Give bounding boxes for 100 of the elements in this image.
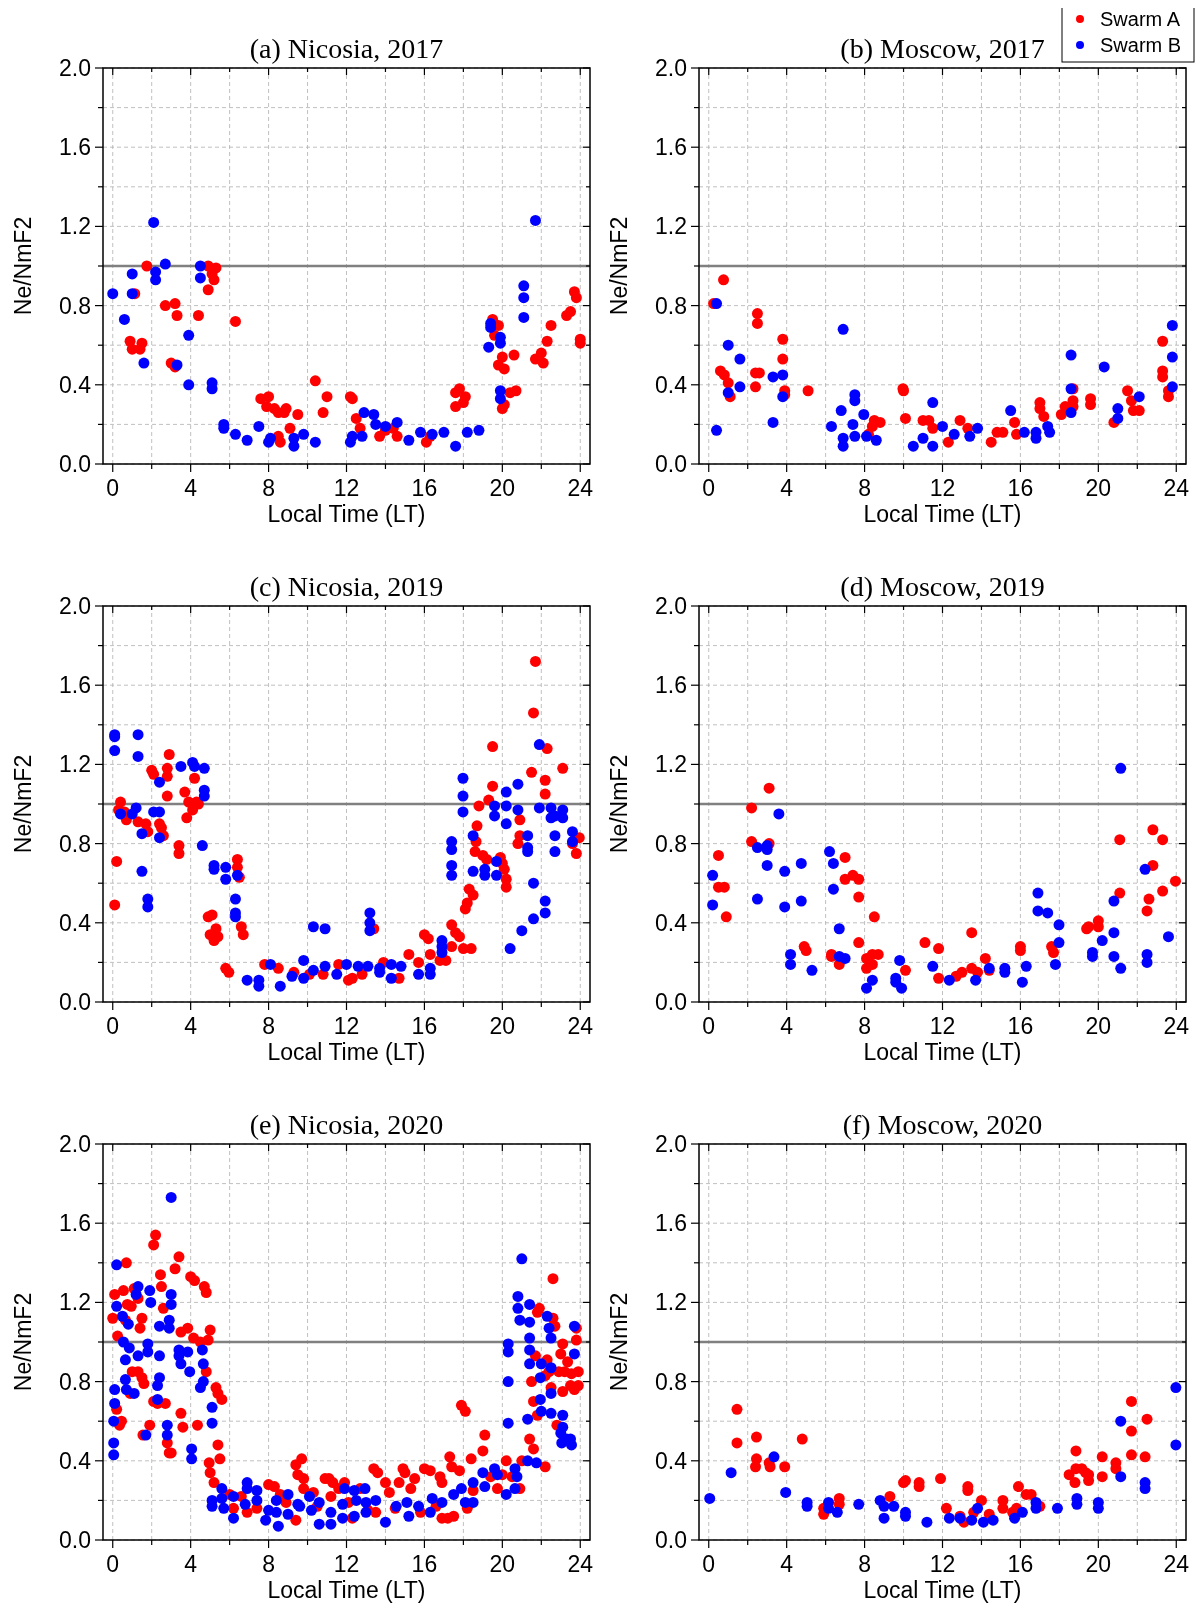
point xyxy=(473,424,485,436)
x-tick-label: 20 xyxy=(1085,1551,1112,1577)
point xyxy=(722,387,734,399)
chart-title: (b) Moscow, 2017 xyxy=(840,33,1045,64)
point xyxy=(298,428,310,440)
point xyxy=(438,426,450,438)
point xyxy=(253,420,265,432)
point xyxy=(940,1502,952,1514)
point xyxy=(1048,947,1060,958)
point xyxy=(780,1486,792,1498)
point xyxy=(370,418,382,430)
point xyxy=(1114,887,1126,899)
y-tick-label: 0.8 xyxy=(59,830,91,857)
point xyxy=(751,317,763,329)
chart-title: (c) Nicosia, 2019 xyxy=(249,571,444,602)
point xyxy=(1112,403,1124,415)
point xyxy=(1053,919,1065,931)
x-tick-label: 16 xyxy=(1007,1551,1034,1577)
y-tick-label: 2.0 xyxy=(655,1131,687,1158)
point xyxy=(937,420,948,432)
point xyxy=(795,857,807,869)
point xyxy=(1018,426,1030,438)
y-tick-label: 1.2 xyxy=(655,751,687,778)
x-tick-label: 24 xyxy=(1163,475,1190,501)
point xyxy=(763,782,775,794)
y-tick-label: 0.8 xyxy=(655,292,687,319)
point xyxy=(1032,905,1044,917)
point xyxy=(746,802,758,814)
point xyxy=(824,846,836,858)
point xyxy=(907,440,919,452)
point xyxy=(767,416,779,428)
x-tick-label: 0 xyxy=(702,1013,716,1039)
point xyxy=(518,280,530,292)
y-tick-label: 0.4 xyxy=(59,1447,92,1474)
x-tick-label: 12 xyxy=(333,1013,360,1039)
point xyxy=(1139,863,1151,875)
x-tick-label: 20 xyxy=(1085,475,1112,501)
point xyxy=(853,937,865,949)
point xyxy=(779,1461,791,1473)
point xyxy=(138,357,150,369)
point xyxy=(751,842,763,854)
x-tick-label: 24 xyxy=(567,1551,594,1577)
y-tick-label: 0.0 xyxy=(59,989,91,1016)
chart-title: (d) Moscow, 2019 xyxy=(840,571,1045,602)
point xyxy=(866,974,878,986)
point xyxy=(935,1473,947,1485)
point xyxy=(749,381,761,393)
point xyxy=(1122,385,1134,397)
point xyxy=(919,937,931,949)
point xyxy=(1170,1382,1182,1394)
point xyxy=(954,414,966,426)
x-tick-label: 8 xyxy=(262,475,275,501)
point xyxy=(751,308,763,320)
point xyxy=(1133,391,1145,403)
point xyxy=(1143,893,1155,905)
point xyxy=(707,899,719,911)
x-tick-label: 16 xyxy=(1007,475,1034,501)
y-axis-title: Ne/NmF2 xyxy=(10,1292,36,1392)
point xyxy=(785,958,797,970)
point xyxy=(1139,1451,1151,1463)
x-axis-title: Local Time (LT) xyxy=(863,1039,1022,1065)
point xyxy=(450,440,462,452)
point xyxy=(1096,1471,1108,1483)
point xyxy=(1125,1425,1137,1437)
point xyxy=(288,432,300,444)
point xyxy=(1141,1413,1153,1425)
point xyxy=(1166,351,1178,363)
point xyxy=(722,339,734,351)
point xyxy=(711,424,723,436)
y-tick-label: 1.2 xyxy=(655,213,687,240)
point xyxy=(1005,405,1017,417)
x-tick-label: 4 xyxy=(780,1013,794,1039)
point xyxy=(853,873,865,885)
x-tick-label: 16 xyxy=(411,1551,438,1577)
point xyxy=(927,422,939,434)
point xyxy=(777,369,789,381)
x-axis-title: Local Time (LT) xyxy=(863,1577,1022,1603)
point xyxy=(943,1512,955,1524)
point xyxy=(956,966,968,978)
point xyxy=(773,808,785,820)
point xyxy=(1125,1449,1137,1461)
x-axis-title: Local Time (LT) xyxy=(267,1039,426,1065)
point xyxy=(718,274,730,286)
point xyxy=(415,426,427,438)
point xyxy=(1169,875,1181,887)
point xyxy=(917,432,929,444)
x-tick-label: 12 xyxy=(333,1551,360,1577)
point xyxy=(734,381,746,393)
legend-label: Swarm A xyxy=(1100,8,1181,30)
point xyxy=(927,397,939,409)
point xyxy=(868,911,880,923)
point xyxy=(1009,416,1021,428)
y-axis-title: Ne/NmF2 xyxy=(606,754,632,854)
legend-label: Swarm B xyxy=(1100,34,1182,56)
point xyxy=(731,1437,743,1449)
point xyxy=(1042,907,1054,919)
point xyxy=(839,851,851,863)
point xyxy=(731,1403,743,1415)
x-tick-label: 8 xyxy=(262,1551,275,1577)
point xyxy=(403,434,415,446)
